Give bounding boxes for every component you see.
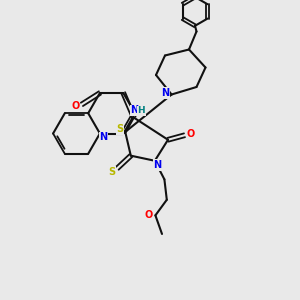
Text: O: O (186, 129, 195, 139)
Text: O: O (71, 101, 80, 111)
Text: N: N (161, 88, 169, 98)
Text: S: S (116, 124, 124, 134)
Text: N: N (99, 132, 108, 142)
Text: O: O (145, 210, 153, 220)
Text: H: H (137, 106, 145, 116)
Text: N: N (130, 105, 139, 115)
Text: S: S (108, 167, 116, 177)
Text: N: N (153, 160, 161, 170)
